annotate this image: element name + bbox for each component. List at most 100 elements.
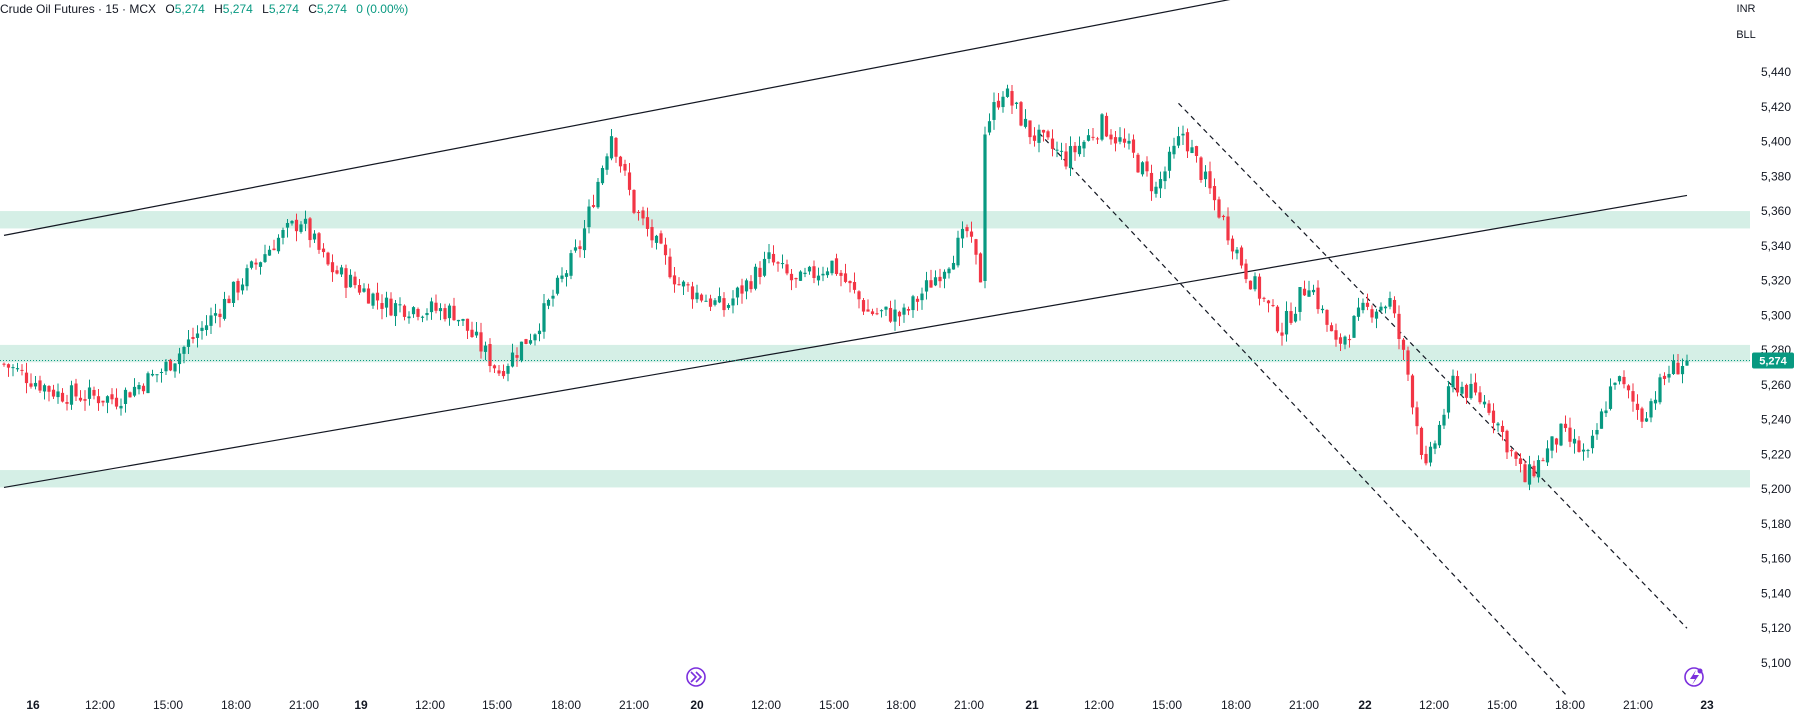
candle[interactable] <box>1658 373 1662 405</box>
candle[interactable] <box>371 292 375 309</box>
candle[interactable] <box>384 291 389 318</box>
candle[interactable] <box>1086 129 1091 142</box>
candle[interactable] <box>533 333 537 346</box>
candle[interactable] <box>794 277 798 288</box>
candle[interactable] <box>596 177 600 209</box>
candle[interactable] <box>114 388 119 410</box>
candle[interactable] <box>1104 112 1109 138</box>
candle[interactable] <box>137 382 141 395</box>
candle[interactable] <box>1626 384 1631 399</box>
candle[interactable] <box>785 259 789 276</box>
candle[interactable] <box>537 323 542 342</box>
candle[interactable] <box>1217 196 1221 219</box>
candle[interactable] <box>1122 128 1127 148</box>
candle[interactable] <box>1136 152 1140 173</box>
candle[interactable] <box>1019 101 1023 127</box>
candle[interactable] <box>1046 129 1050 140</box>
candle[interactable] <box>1212 178 1217 211</box>
candle[interactable] <box>1563 415 1568 432</box>
candle[interactable] <box>1190 139 1194 154</box>
candle[interactable] <box>591 194 596 209</box>
candle[interactable] <box>776 261 780 272</box>
candle[interactable] <box>1001 91 1005 113</box>
candle[interactable] <box>1059 142 1064 160</box>
candle[interactable] <box>821 266 825 282</box>
candle[interactable] <box>1149 164 1154 201</box>
candle[interactable] <box>1388 291 1392 310</box>
flash-icon[interactable] <box>1684 667 1704 687</box>
candle[interactable] <box>1469 373 1473 400</box>
candle[interactable] <box>1077 136 1082 157</box>
candle[interactable] <box>1181 125 1185 146</box>
candle[interactable] <box>1640 406 1644 429</box>
candle[interactable] <box>56 383 60 404</box>
trendline[interactable] <box>3 0 1233 236</box>
candle[interactable] <box>146 371 150 394</box>
candle[interactable] <box>294 213 299 242</box>
candle[interactable] <box>758 261 762 285</box>
candle[interactable] <box>128 391 132 398</box>
candle[interactable] <box>569 249 573 280</box>
candle[interactable] <box>1554 437 1559 453</box>
candle[interactable] <box>551 289 555 307</box>
candle[interactable] <box>632 189 636 215</box>
candle[interactable] <box>731 290 735 314</box>
candle[interactable] <box>555 275 560 296</box>
candle[interactable] <box>438 303 443 321</box>
candle[interactable] <box>1437 421 1442 448</box>
candle[interactable] <box>978 252 983 283</box>
candle[interactable] <box>209 307 213 335</box>
candle[interactable] <box>1239 245 1244 269</box>
candle[interactable] <box>461 318 465 327</box>
candle[interactable] <box>155 374 159 383</box>
candle[interactable] <box>83 390 87 411</box>
candle[interactable] <box>20 364 24 376</box>
candle[interactable] <box>1032 127 1037 147</box>
candle[interactable] <box>947 267 951 279</box>
candle[interactable] <box>245 264 249 291</box>
candle[interactable] <box>1005 84 1010 98</box>
candle[interactable] <box>929 269 933 288</box>
candle[interactable] <box>1118 127 1122 145</box>
candle[interactable] <box>11 364 15 377</box>
candle[interactable] <box>812 260 816 284</box>
candle[interactable] <box>1631 383 1635 412</box>
candle[interactable] <box>902 303 906 323</box>
candle[interactable] <box>582 219 587 258</box>
candle[interactable] <box>1590 430 1595 454</box>
candle[interactable] <box>1320 305 1325 314</box>
candle[interactable] <box>1347 334 1352 348</box>
candle[interactable] <box>1608 378 1613 411</box>
candle[interactable] <box>659 230 663 245</box>
candle[interactable] <box>1289 302 1293 325</box>
candle[interactable] <box>848 280 852 293</box>
candle[interactable] <box>87 379 92 406</box>
candle[interactable] <box>587 199 591 234</box>
candle[interactable] <box>483 341 488 361</box>
candle[interactable] <box>60 388 65 403</box>
candle[interactable] <box>771 245 776 266</box>
candle[interactable] <box>1446 380 1451 419</box>
candle[interactable] <box>1676 354 1680 375</box>
candle[interactable] <box>749 275 753 293</box>
candle[interactable] <box>132 378 137 398</box>
candle[interactable] <box>560 267 564 283</box>
candle[interactable] <box>1113 130 1118 152</box>
candle[interactable] <box>1203 165 1208 187</box>
candle[interactable] <box>573 239 578 253</box>
candle[interactable] <box>1541 457 1545 462</box>
candle[interactable] <box>528 333 533 345</box>
candle[interactable] <box>1028 120 1032 145</box>
candle[interactable] <box>924 271 929 300</box>
candle[interactable] <box>1523 460 1527 483</box>
candle[interactable] <box>213 303 218 324</box>
candle[interactable] <box>515 347 519 367</box>
candle[interactable] <box>933 270 938 287</box>
candle[interactable] <box>303 210 308 232</box>
candle[interactable] <box>326 251 330 266</box>
candle[interactable] <box>1487 400 1491 416</box>
candle[interactable] <box>123 387 128 413</box>
candle[interactable] <box>1662 372 1667 386</box>
candle[interactable] <box>740 278 744 304</box>
candle[interactable] <box>906 306 911 316</box>
